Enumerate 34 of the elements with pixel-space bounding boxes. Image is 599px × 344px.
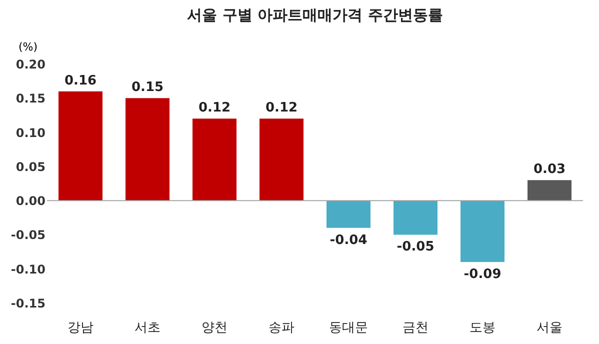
data-label: 0.15	[131, 80, 164, 96]
bar	[460, 200, 504, 262]
y-tick-label: 0.20	[16, 58, 46, 72]
y-axis-title: (%)	[18, 40, 38, 54]
x-tick-label: 도봉	[470, 320, 496, 336]
data-label: 0.16	[64, 73, 97, 88]
x-tick-label: 서초	[134, 320, 160, 336]
data-label: -0.05	[396, 240, 434, 255]
y-tick-label: -0.15	[10, 296, 46, 310]
x-tick-label: 송파	[268, 320, 294, 336]
y-tick-label: 0.05	[16, 160, 46, 174]
y-tick-label: 0.10	[16, 126, 46, 140]
bar	[192, 118, 236, 201]
x-tick-label: 서울	[536, 320, 562, 336]
data-label: 0.12	[198, 100, 231, 116]
bar	[260, 118, 304, 201]
x-tick-label: 동대문	[329, 320, 368, 336]
y-tick-label: 0.15	[16, 92, 46, 106]
data-label: -0.09	[464, 267, 502, 282]
bar	[326, 200, 370, 228]
x-tick-label: 금천	[402, 320, 428, 336]
chart-title: 서울 구별 아파트매매가격 주간변동률	[187, 6, 443, 24]
data-label: 0.03	[533, 162, 566, 178]
bar	[58, 91, 102, 201]
y-tick-label: 0.00	[16, 194, 46, 208]
x-tick-label: 강남	[68, 320, 94, 336]
data-label: -0.04	[330, 232, 368, 248]
data-label: 0.12	[265, 100, 298, 116]
y-tick-label: -0.10	[10, 262, 46, 276]
x-tick-label: 양천	[202, 320, 228, 336]
y-tick-label: -0.05	[10, 228, 46, 242]
bar	[528, 180, 572, 201]
bar	[394, 200, 438, 235]
bar	[126, 98, 170, 201]
